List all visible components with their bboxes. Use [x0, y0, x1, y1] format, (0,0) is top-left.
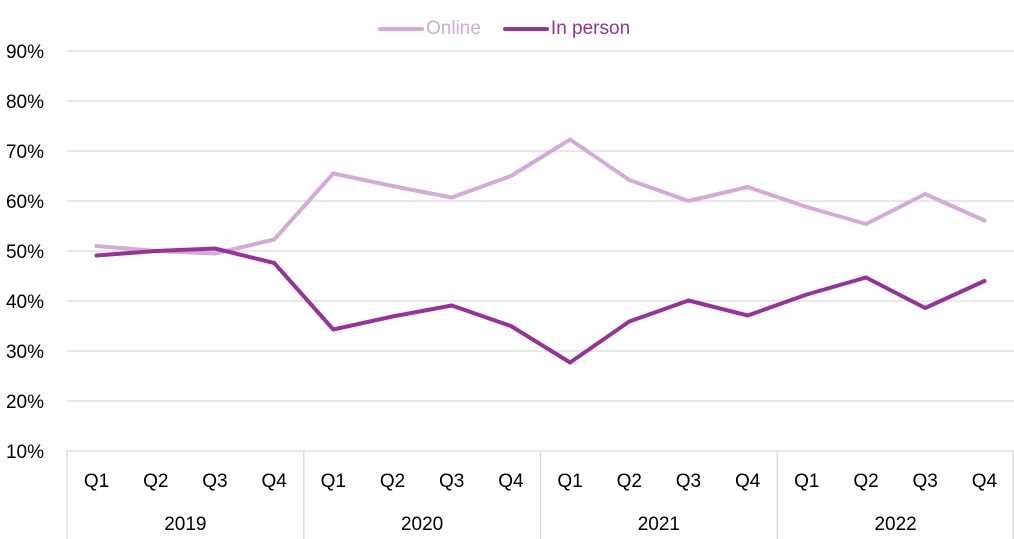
data-point	[864, 275, 869, 280]
legend-item-online: Online	[378, 18, 481, 40]
y-tick-label: 40%	[6, 292, 44, 313]
data-point	[864, 222, 869, 226]
y-tick-label: 30%	[6, 342, 44, 363]
y-tick-label: 20%	[6, 392, 44, 413]
x-tick-label-quarter: Q3	[913, 471, 938, 492]
data-point	[449, 195, 454, 200]
x-tick-label-quarter: Q3	[676, 471, 701, 492]
y-tick-label: 80%	[6, 92, 44, 113]
data-point	[627, 178, 632, 182]
x-tick-label-year: 2021	[638, 514, 680, 535]
data-point	[331, 171, 336, 176]
data-point	[745, 313, 750, 318]
data-point	[745, 185, 750, 189]
data-point	[153, 249, 158, 253]
legend-swatch-in-person	[502, 27, 549, 31]
data-point	[508, 324, 513, 328]
y-tick-label: 60%	[6, 192, 44, 213]
data-point	[508, 174, 513, 178]
x-tick-label-quarter: Q3	[202, 471, 227, 492]
data-point	[923, 192, 928, 196]
legend-label-in-person: In person	[550, 18, 631, 39]
x-tick-label-quarter: Q3	[439, 471, 464, 492]
data-point	[686, 199, 691, 203]
x-tick-label-quarter: Q2	[143, 471, 168, 492]
legend-label-online: Online	[426, 18, 481, 39]
x-tick-label-quarter: Q2	[853, 471, 878, 492]
chart-legend: Online In person	[378, 18, 652, 40]
data-point	[568, 137, 573, 142]
data-point	[627, 319, 632, 324]
data-point	[212, 246, 217, 251]
x-tick-label-quarter: Q1	[84, 471, 109, 492]
data-point	[923, 306, 928, 310]
data-point	[804, 292, 809, 297]
x-tick-label-year: 2022	[874, 514, 916, 535]
data-point	[982, 279, 987, 283]
x-tick-label-quarter: Q4	[261, 471, 287, 492]
data-point	[568, 360, 573, 365]
data-point	[686, 298, 691, 303]
y-tick-label: 90%	[6, 42, 44, 63]
x-tick-label-quarter: Q1	[557, 471, 582, 492]
x-tick-label-quarter: Q4	[972, 471, 998, 492]
x-tick-label-quarter: Q1	[794, 471, 819, 492]
x-tick-label-quarter: Q2	[617, 471, 642, 492]
x-tick-label-year: 2020	[401, 514, 443, 535]
data-point	[94, 244, 99, 248]
x-tick-label-quarter: Q4	[735, 471, 761, 492]
x-tick-label-quarter: Q4	[498, 471, 524, 492]
legend-swatch-online	[378, 27, 424, 31]
data-point	[804, 205, 809, 209]
data-point	[982, 218, 987, 223]
data-point	[272, 237, 277, 242]
y-tick-label: 70%	[6, 142, 44, 163]
series-line-in-person	[94, 246, 987, 365]
data-point	[331, 327, 336, 332]
data-point	[449, 303, 454, 308]
y-tick-label: 50%	[6, 242, 44, 263]
data-point	[390, 184, 395, 188]
data-point	[212, 251, 217, 256]
data-point	[94, 253, 99, 258]
data-point	[390, 314, 395, 319]
legend-item-in-person: In person	[502, 18, 631, 40]
x-tick-label-quarter: Q2	[380, 471, 405, 492]
y-tick-label: 10%	[6, 442, 44, 463]
x-tick-label-year: 2019	[164, 514, 206, 535]
series-line-online	[94, 137, 987, 256]
data-point	[272, 261, 277, 265]
x-tick-label-quarter: Q1	[321, 471, 346, 492]
